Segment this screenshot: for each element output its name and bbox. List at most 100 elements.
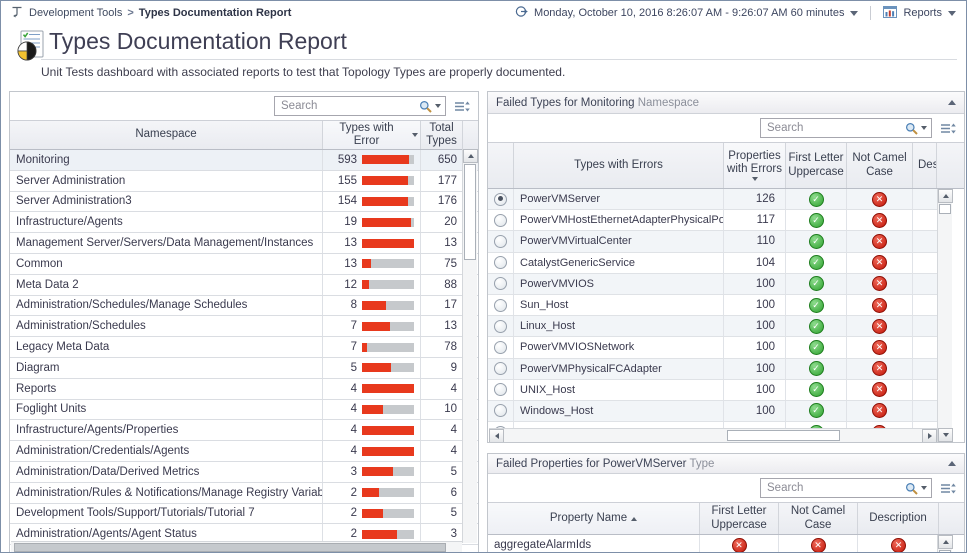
horizontal-scrollbar[interactable] [489,428,937,442]
failed-type-row[interactable]: PowerVMPhysicalFCAdapter 100 ✓ ✕ [488,358,937,380]
radio-button[interactable] [494,319,507,333]
check-pass-icon: ✓ [808,382,824,398]
radio-button[interactable] [494,340,507,354]
column-header-not-camel-case[interactable]: Not Camel Case [847,143,913,188]
namespace-row[interactable]: Administration/Rules & Notifications/Man… [10,482,478,504]
namespace-row[interactable]: Meta Data 2 12 88 [10,274,478,296]
radio-button[interactable] [494,383,507,397]
failed-type-row[interactable]: Windows_Host 100 ✓ ✕ [488,400,937,423]
scrollbar-thumb[interactable] [939,204,951,214]
namespace-row[interactable]: Legacy Meta Data 7 78 [10,337,478,358]
search-options-caret-icon[interactable] [921,486,927,490]
type-name-cell: UNIX_Host [514,379,724,400]
time-range-label[interactable]: Monday, October 10, 2016 8:26:07 AM - 9:… [534,7,845,19]
radio-button[interactable] [494,362,507,376]
namespace-search-input[interactable] [279,99,416,113]
scrollbar-thumb[interactable] [14,543,446,552]
search-options-caret-icon[interactable] [435,104,441,108]
failed-type-row[interactable]: PowerVMVirtualCenter 110 ✓ ✕ [488,231,937,253]
reports-caret-icon[interactable] [948,10,956,16]
failed-type-row[interactable]: PowerVMVIOS 100 ✓ ✕ [488,273,937,295]
radio-button[interactable] [494,298,507,312]
failed-properties-search-box[interactable] [760,478,932,498]
scroll-up-button[interactable] [938,535,953,549]
radio-button[interactable] [494,256,507,270]
scroll-right-button[interactable] [922,429,937,442]
failed-type-row[interactable]: PowerVMServer 126 ✓ ✕ [488,189,937,211]
scroll-left-button[interactable] [489,429,504,442]
namespace-row[interactable]: Administration/Data/Derived Metrics 3 5 [10,461,478,483]
namespace-row[interactable]: Infrastructure/Agents 19 20 [10,212,478,234]
scrollbar-thumb[interactable] [939,550,951,552]
vertical-scrollbar[interactable] [462,149,478,543]
column-header-namespace[interactable]: Namespace [10,121,323,149]
namespace-row[interactable]: Server Administration 155 177 [10,170,478,192]
namespace-row[interactable]: Diagram 5 9 [10,357,478,379]
column-header-first-letter-uppercase[interactable]: First Letter Uppercase [700,503,779,534]
failed-types-search-box[interactable] [760,118,932,138]
table-customizer-icon[interactable] [940,482,956,495]
radio-button[interactable] [494,234,507,248]
failed-type-row[interactable]: Linux_Host 100 ✓ ✕ [488,316,937,338]
scroll-up-button[interactable] [463,149,478,163]
search-options-caret-icon[interactable] [921,126,927,130]
namespace-row[interactable]: Common 13 75 [10,253,478,275]
vertical-scrollbar[interactable] [937,535,953,552]
collapse-panel-icon[interactable] [948,100,956,105]
bookmark-icon[interactable] [11,6,24,21]
failed-type-row[interactable]: Sun_Host 100 ✓ ✕ [488,294,937,317]
failed-type-row[interactable]: CatalystGenericService 104 ✓ ✕ [488,252,937,274]
horizontal-scrollbar[interactable] [11,541,462,552]
namespace-row[interactable]: Infrastructure/Agents/Properties 4 4 [10,420,478,442]
search-icon[interactable] [419,100,432,113]
scroll-down-button[interactable] [938,428,953,442]
namespace-row[interactable]: Foglight Units 4 10 [10,399,478,421]
error-ratio-bar [362,217,414,227]
namespace-row[interactable]: Administration/Agents/Agent Status 2 3 [10,524,478,546]
not-camel-case-cell: ✕ [847,358,913,379]
radio-button[interactable] [494,213,507,227]
vertical-scrollbar[interactable] [937,189,953,442]
column-header-types-with-error[interactable]: Types with Error [323,121,421,149]
namespace-row[interactable]: Monitoring 593 650 [10,150,478,171]
namespace-row[interactable]: Server Administration3 154 176 [10,191,478,213]
failed-properties-search-input[interactable] [765,481,902,495]
failed-type-row[interactable]: PowerVMHostEthernetAdapterPhysicalPort 11… [488,210,937,232]
scroll-up-button[interactable] [938,189,953,203]
namespace-row[interactable]: Administration/Schedules 7 13 [10,316,478,338]
namespace-search-box[interactable] [274,96,446,116]
column-header-description[interactable]: Description [913,143,937,188]
time-range-caret-icon[interactable] [850,10,859,16]
radio-button[interactable] [494,404,507,418]
column-header-total-types[interactable]: Total Types [421,121,463,149]
namespace-row[interactable]: Management Server/Servers/Data Managemen… [10,233,478,254]
radio-button[interactable] [494,192,507,206]
namespace-row[interactable]: Reports 4 4 [10,378,478,400]
failed-types-search-input[interactable] [765,121,902,135]
radio-button[interactable] [494,277,507,291]
search-icon[interactable] [905,482,918,495]
reports-menu[interactable]: Reports [903,7,942,19]
property-name-cell: aggregateAlarmIds [488,535,700,552]
column-header-first-letter-uppercase[interactable]: First Letter Uppercase [786,143,847,188]
failed-property-row[interactable]: aggregateAlarmIds ✕ ✕ ✕ [488,535,939,552]
scrollbar-thumb[interactable] [464,164,476,260]
failed-type-row[interactable]: UNIX_Host 100 ✓ ✕ [488,379,937,401]
column-header-description[interactable]: Description [858,503,939,534]
column-header-property-name[interactable]: Property Name [488,503,700,534]
breadcrumb: Development Tools > Types Documentation … [11,6,291,21]
column-header-types-with-errors[interactable]: Types with Errors [514,143,724,188]
breadcrumb-item-development-tools[interactable]: Development Tools [29,7,123,19]
failed-type-row[interactable]: PowerVMVIOSNetwork 100 ✓ ✕ [488,337,937,359]
column-header-not-camel-case[interactable]: Not Camel Case [779,503,858,534]
namespace-row[interactable]: Administration/Schedules/Manage Schedule… [10,295,478,317]
table-customizer-icon[interactable] [940,122,956,135]
namespace-row[interactable]: Development Tools/Support/Tutorials/Tuto… [10,503,478,525]
column-header-properties-with-errors[interactable]: Properties with Errors [724,143,786,188]
scrollbar-thumb[interactable] [727,430,840,441]
collapse-panel-icon[interactable] [948,461,956,466]
failed-type-row[interactable]: ✓✕ [488,422,937,428]
search-icon[interactable] [905,122,918,135]
table-customizer-icon[interactable] [454,100,470,113]
namespace-row[interactable]: Administration/Credentials/Agents 4 4 [10,441,478,462]
